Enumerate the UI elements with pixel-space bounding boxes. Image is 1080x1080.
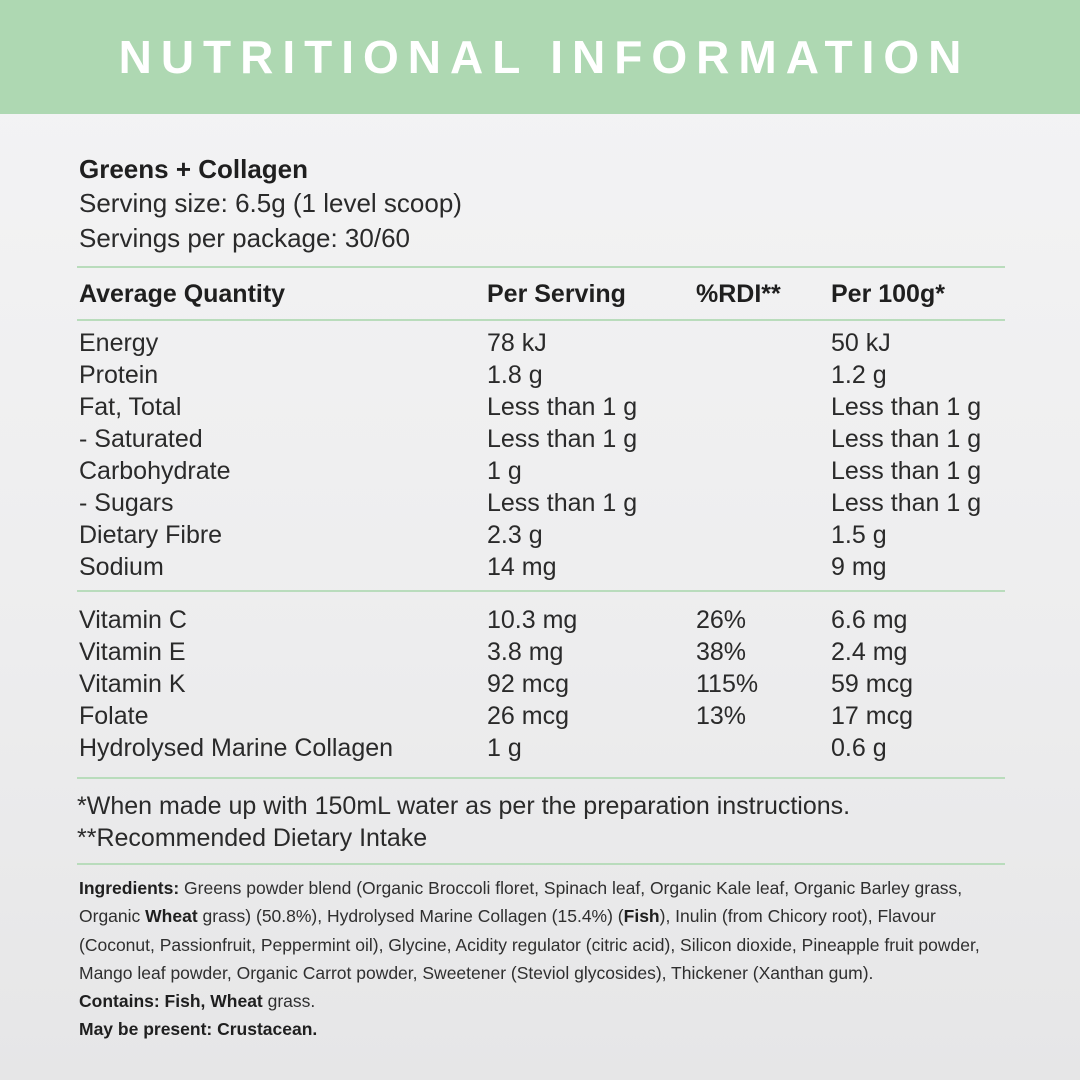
footnote-per-100g: *When made up with 150mL water as per th… xyxy=(77,792,851,820)
per-100g-value: Less than 1 g xyxy=(831,393,982,421)
column-header-per-serving: Per Serving xyxy=(487,280,626,308)
may-contain-text: May be present: Crustacean. xyxy=(79,1019,318,1040)
ingredients-text-1: Greens powder blend (Organic Broccoli fl… xyxy=(79,878,963,927)
per-100g-value: 9 mg xyxy=(831,553,887,581)
per-100g-value: 59 mcg xyxy=(831,670,913,698)
divider-macros xyxy=(77,590,1005,592)
table-row: Energy 78 kJ 50 kJ xyxy=(0,327,1080,359)
per-100g-value: Less than 1 g xyxy=(831,489,982,517)
per-100g-value: 17 mcg xyxy=(831,702,913,730)
nutrient-name: - Saturated xyxy=(79,425,203,453)
per-serving-value: 92 mcg xyxy=(487,670,569,698)
nutrient-name: Energy xyxy=(79,329,159,357)
divider-top xyxy=(77,266,1005,268)
ingredients-list: Ingredients: Greens powder blend (Organi… xyxy=(79,874,1014,987)
nutrient-name: Vitamin C xyxy=(79,606,187,634)
table-row: Dietary Fibre 2.3 g 1.5 g xyxy=(0,519,1080,551)
page-title: NUTRITIONAL INFORMATION xyxy=(118,31,971,83)
per-100g-value: 6.6 mg xyxy=(831,606,908,634)
column-header-per-100g: Per 100g* xyxy=(831,280,945,308)
header-banner: NUTRITIONAL INFORMATION xyxy=(0,0,1080,114)
per-100g-value: Less than 1 g xyxy=(831,457,982,485)
column-header-quantity: Average Quantity xyxy=(79,280,286,308)
per-serving-value: 10.3 mg xyxy=(487,606,578,634)
table-row: Sodium 14 mg 9 mg xyxy=(0,551,1080,583)
table-row: Folate 26 mcg 13% 17 mcg xyxy=(0,700,1080,732)
table-row: - Sugars Less than 1 g Less than 1 g xyxy=(0,487,1080,519)
rdi-value: 38% xyxy=(696,638,747,666)
per-100g-value: 1.5 g xyxy=(831,521,887,549)
nutrient-name: Protein xyxy=(79,361,159,389)
nutrient-name: Folate xyxy=(79,702,149,730)
per-serving-value: 1 g xyxy=(487,734,522,762)
per-100g-value: 0.6 g xyxy=(831,734,887,762)
per-serving-value: 1 g xyxy=(487,457,522,485)
table-row: Vitamin E 3.8 mg 38% 2.4 mg xyxy=(0,636,1080,668)
per-serving-value: Less than 1 g xyxy=(487,393,638,421)
table-row: Hydrolysed Marine Collagen 1 g 0.6 g xyxy=(0,732,1080,764)
per-serving-value: Less than 1 g xyxy=(487,425,638,453)
product-name: Greens + Collagen xyxy=(79,154,309,184)
rdi-value: 26% xyxy=(696,606,747,634)
table-row: Protein 1.8 g 1.2 g xyxy=(0,359,1080,391)
nutrient-name: Dietary Fibre xyxy=(79,521,223,549)
ingredients-text-3: ), Inulin (from Chicory root), Flavour (… xyxy=(79,906,980,983)
per-serving-value: 14 mg xyxy=(487,553,557,581)
divider-micros xyxy=(77,777,1005,779)
table-row: - Saturated Less than 1 g Less than 1 g xyxy=(0,423,1080,455)
column-header-rdi: %RDI** xyxy=(696,280,781,308)
per-100g-value: 2.4 mg xyxy=(831,638,908,666)
nutrient-name: Fat, Total xyxy=(79,393,182,421)
allergen-wheat: Wheat xyxy=(145,906,198,927)
table-row: Fat, Total Less than 1 g Less than 1 g xyxy=(0,391,1080,423)
contains-rest: grass. xyxy=(262,991,316,1012)
ingredients-label: Ingredients: xyxy=(79,878,180,898)
ingredients-text-2: grass) (50.8%), Hydrolysed Marine Collag… xyxy=(197,906,624,927)
rdi-value: 13% xyxy=(696,702,747,730)
table-row: Vitamin K 92 mcg 115% 59 mcg xyxy=(0,668,1080,700)
nutrient-name: Sodium xyxy=(79,553,164,581)
may-contain-statement: May be present: Crustacean. xyxy=(79,1015,1014,1043)
nutrient-name: Vitamin K xyxy=(79,670,186,698)
nutrient-name: Hydrolysed Marine Collagen xyxy=(79,734,394,762)
nutrient-name: Carbohydrate xyxy=(79,457,231,485)
divider-header xyxy=(77,319,1005,321)
contains-label: Contains: Fish, Wheat xyxy=(79,991,263,1012)
footnote-rdi: **Recommended Dietary Intake xyxy=(77,824,428,852)
servings-per-package: Servings per package: 30/60 xyxy=(79,223,410,253)
per-serving-value: Less than 1 g xyxy=(487,489,638,517)
per-serving-value: 26 mcg xyxy=(487,702,569,730)
allergen-fish: Fish xyxy=(623,906,660,927)
contains-statement: Contains: Fish, Wheat grass. xyxy=(79,987,1014,1015)
per-serving-value: 78 kJ xyxy=(487,329,547,357)
table-row: Carbohydrate 1 g Less than 1 g xyxy=(0,455,1080,487)
per-serving-value: 2.3 g xyxy=(487,521,543,549)
per-serving-value: 3.8 mg xyxy=(487,638,564,666)
per-100g-value: 1.2 g xyxy=(831,361,887,389)
product-info: Greens + Collagen Serving size: 6.5g (1 … xyxy=(79,152,462,256)
nutrient-name: Vitamin E xyxy=(79,638,186,666)
table-header-row: Average Quantity Per Serving %RDI** Per … xyxy=(0,278,1080,310)
per-100g-value: 50 kJ xyxy=(831,329,891,357)
serving-size: Serving size: 6.5g (1 level scoop) xyxy=(79,188,462,218)
ingredients-block: Ingredients: Greens powder blend (Organi… xyxy=(79,874,1014,1044)
per-serving-value: 1.8 g xyxy=(487,361,543,389)
nutrient-name: - Sugars xyxy=(79,489,174,517)
per-100g-value: Less than 1 g xyxy=(831,425,982,453)
rdi-value: 115% xyxy=(696,670,759,698)
divider-footnotes xyxy=(77,863,1005,865)
table-row: Vitamin C 10.3 mg 26% 6.6 mg xyxy=(0,604,1080,636)
